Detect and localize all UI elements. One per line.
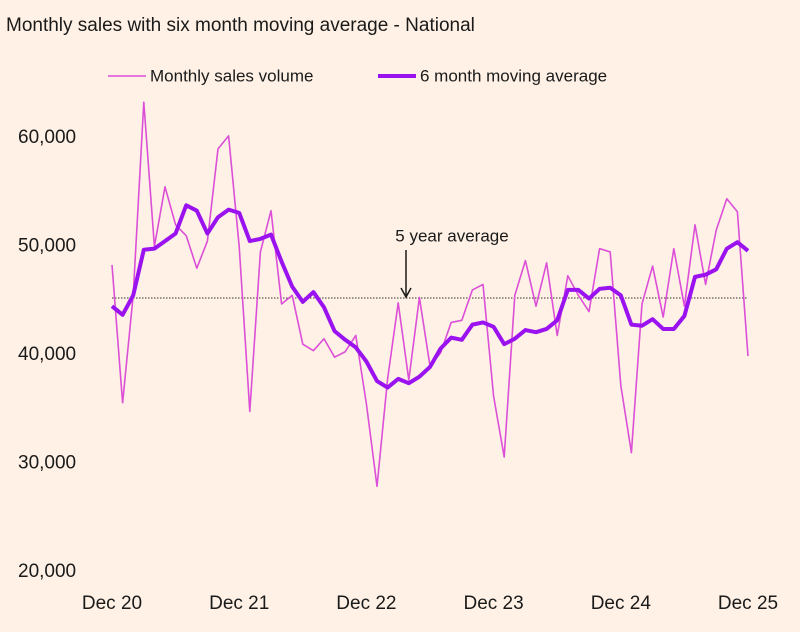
y-tick-label: 30,000	[18, 453, 76, 474]
x-tick-label: Dec 24	[591, 593, 652, 614]
series-line	[110, 203, 750, 390]
x-tick-label: Dec 25	[718, 593, 778, 614]
x-tick-label: Dec 23	[463, 593, 523, 614]
y-tick-label: 60,000	[18, 127, 76, 148]
x-tick-label: Dec 21	[209, 593, 269, 614]
x-tick-label: Dec 20	[82, 593, 142, 614]
y-tick-label: 50,000	[18, 236, 76, 257]
legend-label: Monthly sales volume	[150, 66, 313, 85]
arrow-head	[400, 287, 412, 299]
legend-label: 6 month moving average	[420, 66, 607, 85]
y-tick-label: 40,000	[18, 344, 76, 365]
chart-title: Monthly sales with six month moving aver…	[6, 15, 475, 36]
reference-label: 5 year average	[395, 226, 508, 245]
y-tick-label: 20,000	[18, 561, 76, 582]
x-tick-label: Dec 22	[336, 593, 396, 614]
series-line	[111, 101, 749, 488]
